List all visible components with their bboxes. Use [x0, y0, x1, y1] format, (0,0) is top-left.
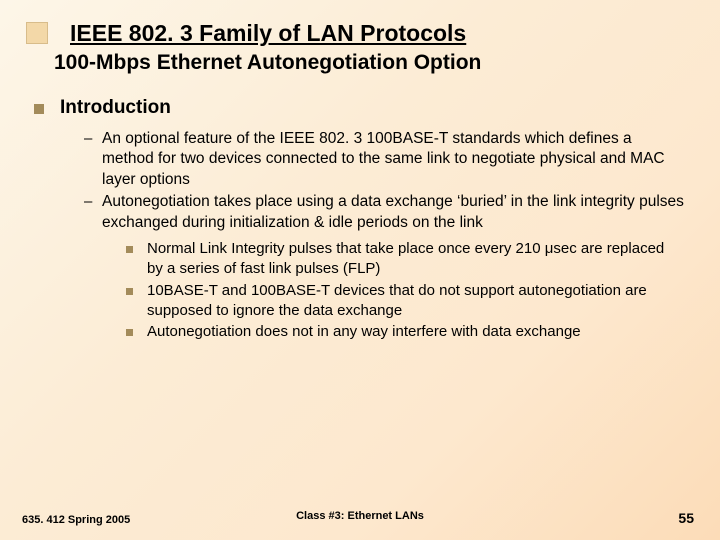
- accent-box: [26, 22, 48, 44]
- list-item: Normal Link Integrity pulses that take p…: [126, 239, 684, 279]
- subsub-list: Normal Link Integrity pulses that take p…: [126, 239, 684, 342]
- sub-text: An optional feature of the IEEE 802. 3 1…: [102, 129, 684, 190]
- list-item: – Autonegotiation takes place using a da…: [84, 192, 684, 233]
- subsub-text: Normal Link Integrity pulses that take p…: [147, 239, 684, 279]
- list-item: Autonegotiation does not in any way inte…: [126, 322, 684, 342]
- section-row: Introduction: [34, 97, 684, 119]
- subsub-text: Autonegotiation does not in any way inte…: [147, 322, 581, 342]
- slide: IEEE 802. 3 Family of LAN Protocols 100-…: [0, 0, 720, 540]
- list-item: – An optional feature of the IEEE 802. 3…: [84, 129, 684, 190]
- sub-text: Autonegotiation takes place using a data…: [102, 192, 684, 233]
- square-bullet-icon: [126, 288, 133, 295]
- footer-center: Class #3: Ethernet LANs: [296, 510, 424, 522]
- subsub-text: 10BASE-T and 100BASE-T devices that do n…: [147, 281, 684, 321]
- square-bullet-icon: [126, 329, 133, 336]
- square-bullet-icon: [34, 104, 44, 114]
- dash-bullet-icon: –: [84, 193, 102, 210]
- footer: 635. 412 Spring 2005 Class #3: Ethernet …: [0, 510, 720, 526]
- section-heading: Introduction: [60, 97, 171, 119]
- list-item: 10BASE-T and 100BASE-T devices that do n…: [126, 281, 684, 321]
- sub-list: – An optional feature of the IEEE 802. 3…: [84, 129, 684, 233]
- dash-bullet-icon: –: [84, 130, 102, 147]
- page-number: 55: [678, 510, 694, 526]
- slide-subtitle: 100-Mbps Ethernet Autonegotiation Option: [54, 51, 684, 75]
- footer-left: 635. 412 Spring 2005: [22, 514, 130, 526]
- square-bullet-icon: [126, 246, 133, 253]
- slide-title: IEEE 802. 3 Family of LAN Protocols: [70, 20, 684, 47]
